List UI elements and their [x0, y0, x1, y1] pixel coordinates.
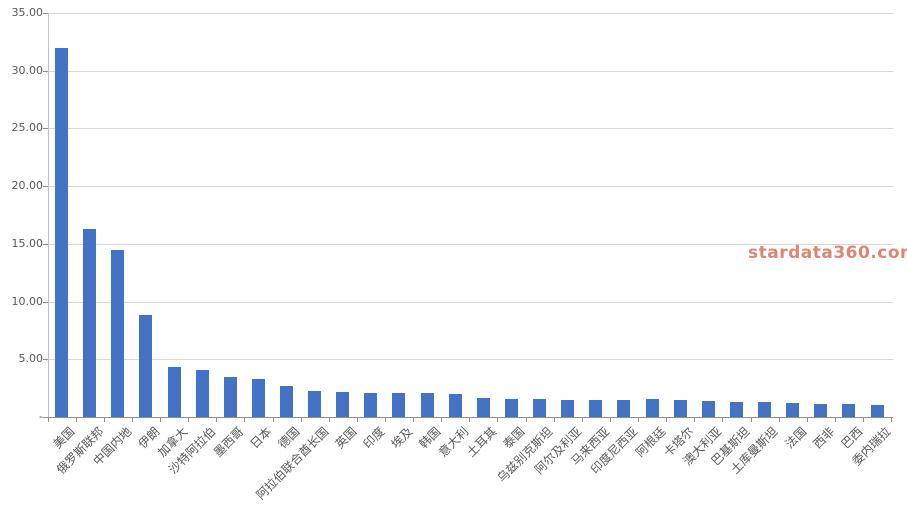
- x-axis-tick: [778, 418, 780, 422]
- x-axis-tick: [666, 418, 668, 422]
- y-axis-tick: [43, 70, 48, 72]
- x-axis-tick: [863, 418, 864, 422]
- y-axis-tick: [43, 243, 48, 245]
- bar: [308, 390, 322, 417]
- y-axis-label: 5.00: [18, 352, 44, 366]
- y-axis-tick: [43, 417, 48, 418]
- bar: [645, 399, 659, 417]
- x-axis-tick: [525, 418, 527, 422]
- bar: [195, 369, 209, 417]
- y-axis-label: 25.00: [11, 121, 44, 135]
- x-axis-tick: [300, 418, 302, 422]
- x-axis-label: 意大利: [436, 424, 472, 460]
- bar: [814, 404, 828, 417]
- x-axis-tick: [553, 418, 555, 422]
- x-axis-tick: [131, 418, 133, 422]
- x-axis-tick: [834, 418, 836, 422]
- y-axis-line: [48, 13, 49, 417]
- bar: [448, 393, 462, 417]
- x-axis-label: 阿根廷: [632, 424, 669, 460]
- x-axis-tick: [413, 418, 415, 422]
- x-axis-tick: [694, 418, 696, 422]
- gridline: [48, 243, 893, 245]
- x-axis-label: 印度: [360, 424, 388, 452]
- x-axis-label: 法国: [782, 424, 809, 452]
- y-axis-label: 15.00: [11, 236, 44, 250]
- y-axis-tick: [43, 359, 48, 361]
- bar: [364, 392, 378, 417]
- x-axis-label: 英国: [332, 424, 360, 452]
- x-axis-tick: [638, 418, 639, 422]
- bar: [83, 228, 97, 417]
- y-axis-tick: [43, 128, 48, 130]
- bar: [55, 47, 68, 417]
- y-axis-tick: [43, 13, 48, 14]
- gridline: [48, 301, 893, 303]
- y-axis-label: 20.00: [11, 179, 44, 193]
- x-axis-tick: [722, 418, 724, 422]
- bar: [139, 315, 153, 417]
- bar: [589, 399, 603, 417]
- x-axis-tick: [328, 418, 330, 422]
- x-axis-tick: [103, 418, 105, 422]
- bar: [870, 404, 884, 417]
- bar: [673, 399, 687, 417]
- bar: [111, 249, 125, 417]
- x-axis-line: [48, 417, 893, 418]
- bar: [786, 403, 800, 417]
- x-axis-tick: [356, 418, 358, 422]
- x-axis-tick: [497, 418, 499, 422]
- gridline: [48, 70, 893, 72]
- bar: [223, 377, 237, 417]
- y-axis-tick: [43, 301, 48, 303]
- bar: [476, 398, 490, 417]
- gridline: [48, 359, 893, 361]
- x-axis-label: 墨西哥: [211, 424, 247, 460]
- x-axis-tick: [891, 418, 893, 422]
- bar: [280, 386, 293, 417]
- x-axis-tick: [441, 418, 443, 422]
- y-axis-label: 10.00: [11, 294, 44, 308]
- bar: [420, 392, 434, 417]
- x-axis-label: 日本: [247, 424, 275, 452]
- gridline: [48, 186, 893, 188]
- x-axis-tick: [469, 418, 471, 422]
- x-axis-tick: [609, 418, 611, 422]
- bar: [758, 402, 771, 417]
- y-axis-label: 35.00: [11, 6, 44, 19]
- x-axis-label: 西非: [810, 424, 838, 452]
- x-axis-label: 土耳其: [464, 424, 500, 460]
- y-axis-tick: [43, 186, 48, 188]
- bar: [561, 399, 575, 417]
- bar: [167, 366, 181, 417]
- x-axis-tick: [47, 418, 49, 422]
- x-axis-tick: [75, 418, 77, 422]
- watermark: stardata360.com: [748, 243, 907, 263]
- bar: [336, 391, 350, 417]
- bar: [842, 404, 856, 417]
- x-axis-tick: [806, 418, 808, 422]
- y-axis-label: -: [39, 410, 43, 423]
- x-axis-tick: [244, 418, 246, 422]
- bar: [504, 398, 518, 417]
- x-axis-tick: [384, 418, 386, 422]
- x-axis-label: 埃及: [388, 424, 416, 452]
- bar: [533, 399, 546, 417]
- bar: [251, 378, 265, 417]
- x-axis-tick: [160, 418, 161, 422]
- x-axis-tick: [581, 418, 583, 422]
- y-axis-label: 30.00: [11, 63, 44, 77]
- bar: [617, 399, 631, 417]
- x-axis-tick: [750, 418, 752, 422]
- x-axis-tick: [272, 418, 274, 422]
- bar: [701, 400, 715, 417]
- bar: [729, 402, 743, 417]
- gridline: [48, 128, 893, 130]
- gridline: [48, 13, 893, 14]
- x-axis-tick: [216, 418, 218, 422]
- bar: [392, 393, 406, 417]
- x-axis-tick: [188, 418, 190, 422]
